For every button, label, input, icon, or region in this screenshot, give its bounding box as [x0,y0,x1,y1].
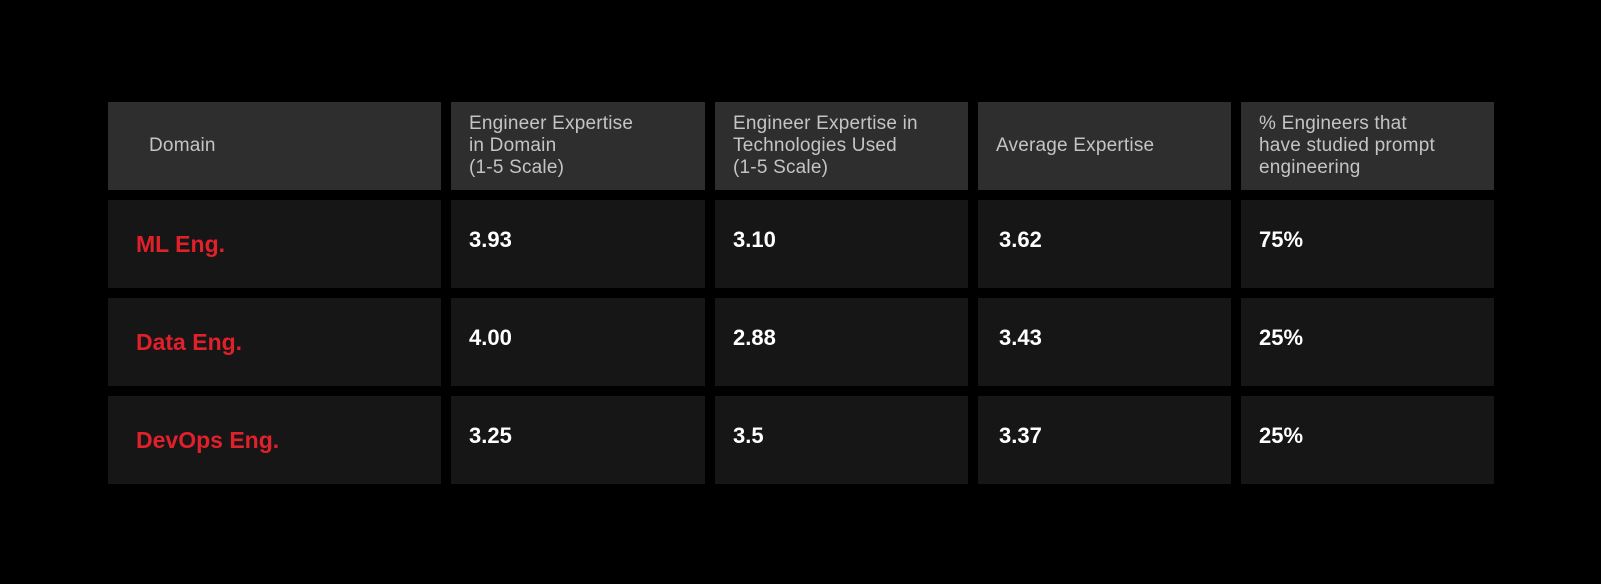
domain-label-devops: DevOps Eng. [136,426,280,453]
value-ml-tech-expertise: 3.10 [733,227,776,252]
row-data-prompt-pct: 25% [1241,298,1494,386]
row-devops-prompt-pct: 25% [1241,396,1494,484]
expertise-table: Domain Engineer Expertise in Domain (1-5… [108,102,1494,484]
value-devops-domain-expertise: 3.25 [469,423,512,448]
row-data-domain-expertise: 4.00 [451,298,705,386]
row-devops-domain: DevOps Eng. [108,396,441,484]
row-data-domain: Data Eng. [108,298,441,386]
header-domain-expertise-label: Engineer Expertise in Domain (1-5 Scale) [469,113,634,178]
row-ml-domain: ML Eng. [108,200,441,288]
row-devops-tech-expertise: 3.5 [715,396,968,484]
header-average-expertise-label: Average Expertise [996,135,1155,156]
row-devops-domain-expertise: 3.25 [451,396,705,484]
header-prompt-engineering-label: % Engineers that have studied prompt eng… [1259,113,1435,178]
header-prompt-engineering: % Engineers that have studied prompt eng… [1241,102,1494,190]
value-devops-average: 3.37 [999,423,1042,448]
value-ml-prompt-pct: 75% [1259,227,1304,252]
header-average-expertise: Average Expertise [978,102,1231,190]
domain-label-ml: ML Eng. [136,230,226,257]
header-domain: Domain [108,102,441,190]
header-tech-expertise-label: Engineer Expertise in Technologies Used … [733,113,918,178]
value-data-domain-expertise: 4.00 [469,325,512,350]
value-data-prompt-pct: 25% [1259,325,1304,350]
row-data-average: 3.43 [978,298,1231,386]
row-data-tech-expertise: 2.88 [715,298,968,386]
value-ml-domain-expertise: 3.93 [469,227,512,252]
row-ml-domain-expertise: 3.93 [451,200,705,288]
row-ml-average: 3.62 [978,200,1231,288]
value-devops-prompt-pct: 25% [1259,423,1304,448]
row-ml-tech-expertise: 3.10 [715,200,968,288]
row-devops-average: 3.37 [978,396,1231,484]
value-devops-tech-expertise: 3.5 [733,423,764,448]
header-tech-expertise: Engineer Expertise in Technologies Used … [715,102,968,190]
domain-label-data: Data Eng. [136,328,243,355]
header-domain-label: Domain [149,135,216,156]
header-domain-expertise: Engineer Expertise in Domain (1-5 Scale) [451,102,705,190]
row-ml-prompt-pct: 75% [1241,200,1494,288]
value-ml-average: 3.62 [999,227,1042,252]
value-data-average: 3.43 [999,325,1042,350]
value-data-tech-expertise: 2.88 [733,325,776,350]
